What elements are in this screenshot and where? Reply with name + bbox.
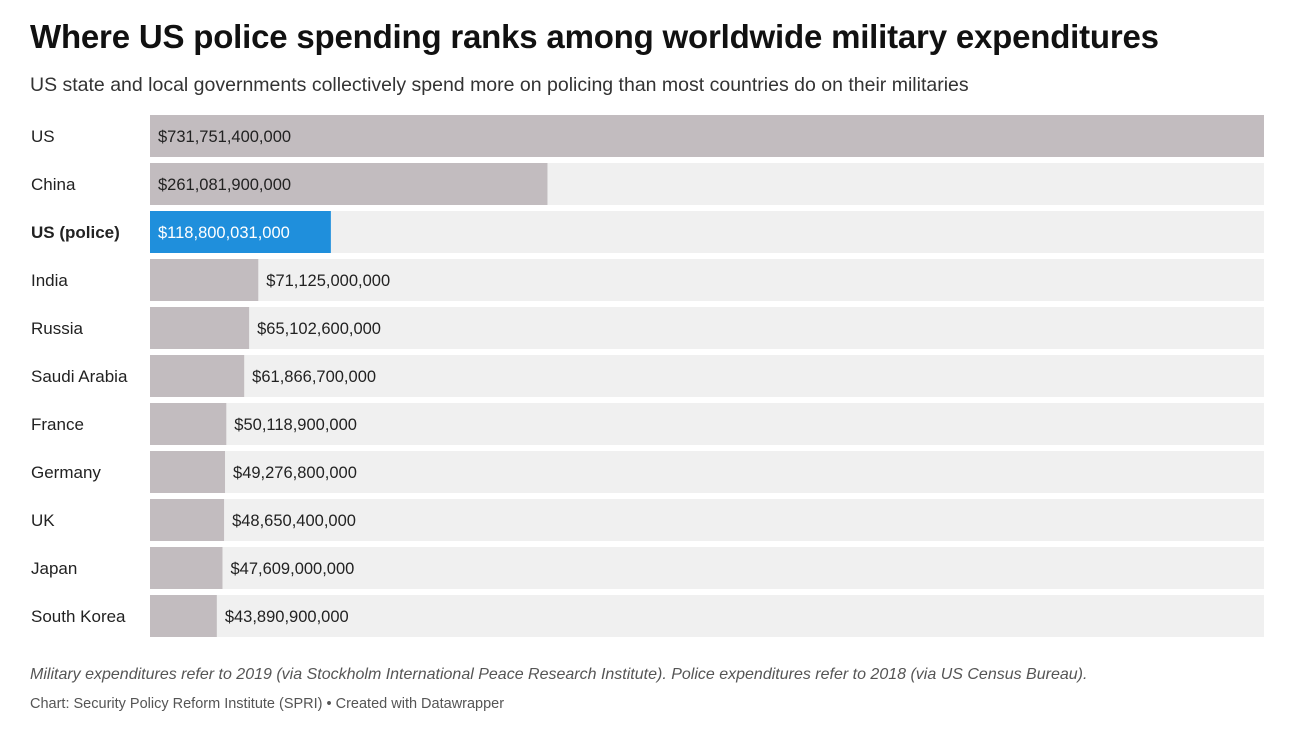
bar-track	[150, 403, 1264, 445]
category-label: Saudi Arabia	[31, 367, 128, 386]
bar	[150, 115, 1264, 157]
bar	[150, 355, 245, 397]
bar-track	[150, 355, 1264, 397]
bar-row: Saudi Arabia $61,866,700,000	[31, 355, 1264, 397]
bar	[150, 451, 226, 493]
value-label: $71,125,000,000	[266, 272, 390, 290]
category-label: Japan	[31, 559, 77, 578]
bar	[150, 259, 259, 301]
category-label: US (police)	[31, 223, 120, 242]
value-label: $261,081,900,000	[158, 176, 291, 194]
value-label: $65,102,600,000	[257, 320, 381, 338]
value-label: $43,890,900,000	[225, 608, 349, 626]
bar-row: India $71,125,000,000	[31, 259, 1264, 301]
category-label: UK	[31, 511, 55, 530]
bar-chart: US $731,751,400,000 China $261,081,900,000 U…	[0, 111, 1300, 641]
bar	[150, 547, 223, 589]
value-label: $61,866,700,000	[252, 368, 376, 386]
chart-credit: Chart: Security Policy Reform Institute …	[30, 696, 505, 712]
bar-track	[150, 259, 1264, 301]
bar-row: Japan $47,609,000,000	[31, 547, 1264, 589]
category-label: India	[31, 271, 68, 290]
category-label: Russia	[31, 319, 84, 338]
bar	[150, 499, 225, 541]
bar-row: UK $48,650,400,000	[31, 499, 1264, 541]
bar-track	[150, 451, 1264, 493]
category-label: Germany	[31, 463, 101, 482]
bar	[150, 595, 217, 637]
value-label: $48,650,400,000	[232, 512, 356, 530]
value-label: $49,276,800,000	[233, 464, 357, 482]
category-label: South Korea	[31, 607, 126, 626]
bar-track	[150, 499, 1264, 541]
value-label: $118,800,031,000	[158, 224, 290, 242]
bar-row: Russia $65,102,600,000	[31, 307, 1264, 349]
bar-track	[150, 595, 1264, 637]
bar-row: China $261,081,900,000	[31, 163, 1264, 205]
bar-track	[150, 211, 1264, 253]
category-label: US	[31, 127, 55, 146]
value-label: $47,609,000,000	[230, 560, 354, 578]
value-label: $731,751,400,000	[158, 128, 291, 146]
bar-row: France $50,118,900,000	[31, 403, 1264, 445]
bar	[150, 403, 227, 445]
bar	[150, 163, 548, 205]
bar-row: US (police) $118,800,031,000	[31, 211, 1264, 253]
category-label: China	[31, 175, 76, 194]
category-label: France	[31, 415, 84, 434]
bar-highlight	[150, 211, 331, 253]
bar-chart-svg: US $731,751,400,000 China $261,081,900,000 U…	[31, 115, 1264, 637]
chart-title: Where US police spending ranks among wor…	[30, 18, 1159, 55]
chart-source-note: Military expenditures refer to 2019 (via…	[30, 666, 1088, 683]
bar-row: US $731,751,400,000	[31, 115, 1264, 157]
bar-track	[150, 547, 1264, 589]
bar-track	[150, 307, 1264, 349]
bar-row: Germany $49,276,800,000	[31, 451, 1264, 493]
value-label: $50,118,900,000	[234, 416, 357, 434]
chart-subtitle: US state and local governments collectiv…	[30, 74, 969, 96]
bar-row: South Korea $43,890,900,000	[31, 595, 1264, 637]
bar	[150, 307, 250, 349]
